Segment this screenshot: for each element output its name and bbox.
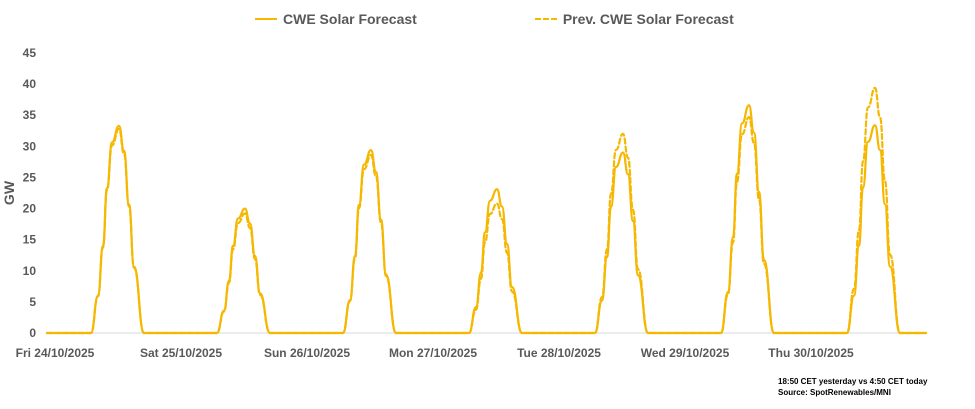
x-tick-label: Sat 25/10/2025	[140, 346, 222, 360]
y-tick-label: 35	[23, 108, 37, 122]
x-tick-label: Thu 30/10/2025	[768, 346, 854, 360]
comparison-note: 18:50 CET yesterday vs 4:50 CET today	[778, 377, 928, 386]
legend-label-previous: Prev. CWE Solar Forecast	[562, 11, 734, 27]
x-tick-label: Mon 27/10/2025	[389, 346, 477, 360]
legend-label-current: CWE Solar Forecast	[283, 11, 417, 27]
y-tick-label: 5	[29, 295, 36, 309]
y-axis-title: GW	[1, 180, 17, 205]
legend-item-current: CWE Solar Forecast	[255, 11, 417, 27]
x-tick-label: Wed 29/10/2025	[641, 346, 730, 360]
x-tick-label: Tue 28/10/2025	[517, 346, 601, 360]
legend-item-previous: Prev. CWE Solar Forecast	[534, 11, 734, 27]
y-tick-label: 0	[29, 326, 36, 340]
y-tick-label: 25	[23, 170, 37, 184]
y-tick-label: 30	[23, 139, 37, 153]
source-note: 18:50 CET yesterday vs 4:50 CET today So…	[778, 376, 927, 398]
series-line-current	[45, 104, 928, 335]
series-line-previous	[45, 86, 928, 335]
source-credit: Source: SpotRenewables/MNI	[778, 388, 891, 397]
x-tick-label: Sun 26/10/2025	[264, 346, 350, 360]
y-tick-label: 15	[23, 233, 37, 247]
y-tick-label: 45	[23, 46, 37, 60]
y-tick-label: 20	[23, 202, 37, 216]
y-tick-label: 10	[23, 264, 37, 278]
legend-solid-line-icon	[255, 18, 277, 20]
y-tick-label: 40	[23, 77, 37, 91]
x-tick-label: Fri 24/10/2025	[16, 346, 95, 360]
legend-dashed-line-icon	[534, 18, 557, 20]
chart-legend: CWE Solar Forecast Prev. CWE Solar Forec…	[255, 11, 734, 27]
